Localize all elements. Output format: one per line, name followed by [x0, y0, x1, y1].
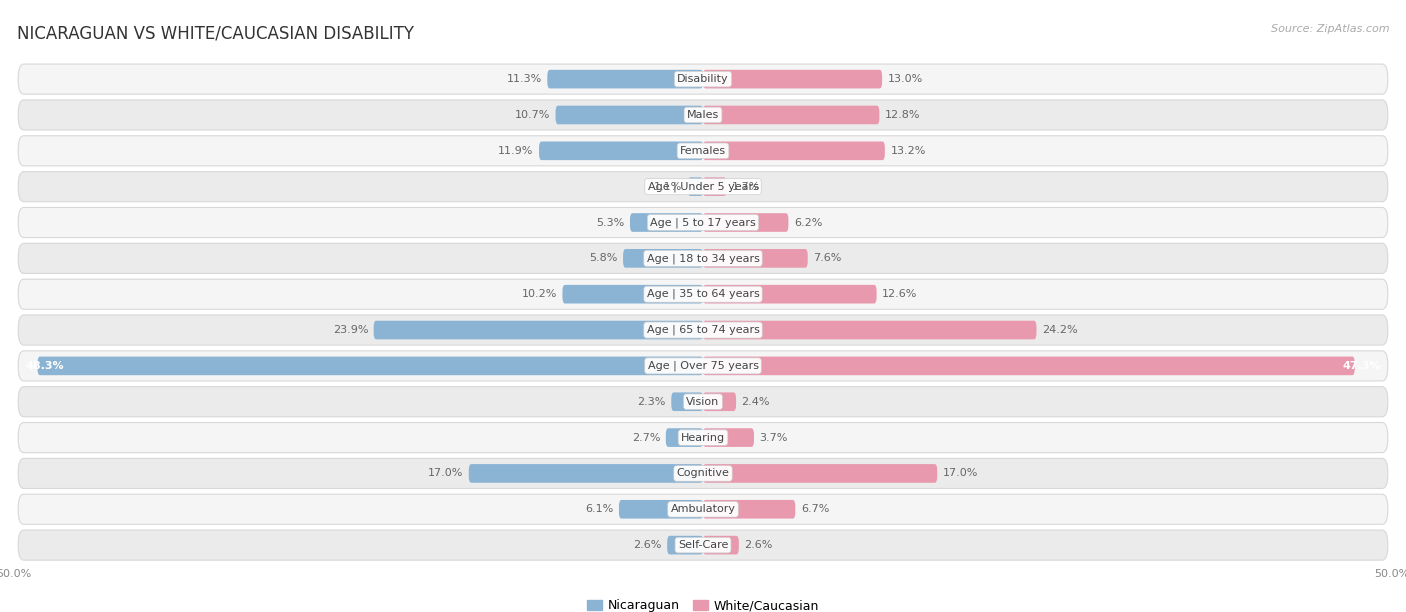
FancyBboxPatch shape [18, 351, 1388, 381]
FancyBboxPatch shape [18, 171, 1388, 202]
Text: 11.3%: 11.3% [506, 74, 541, 84]
Text: Ambulatory: Ambulatory [671, 504, 735, 514]
FancyBboxPatch shape [38, 357, 703, 375]
Text: 13.2%: 13.2% [890, 146, 925, 156]
Text: Disability: Disability [678, 74, 728, 84]
FancyBboxPatch shape [703, 536, 738, 554]
FancyBboxPatch shape [703, 464, 938, 483]
FancyBboxPatch shape [703, 428, 754, 447]
Text: 2.4%: 2.4% [741, 397, 770, 407]
FancyBboxPatch shape [538, 141, 703, 160]
Text: 13.0%: 13.0% [887, 74, 922, 84]
Text: Hearing: Hearing [681, 433, 725, 442]
FancyBboxPatch shape [703, 357, 1355, 375]
FancyBboxPatch shape [619, 500, 703, 518]
Text: 2.3%: 2.3% [637, 397, 666, 407]
FancyBboxPatch shape [688, 177, 703, 196]
FancyBboxPatch shape [18, 422, 1388, 453]
FancyBboxPatch shape [18, 315, 1388, 345]
Text: NICARAGUAN VS WHITE/CAUCASIAN DISABILITY: NICARAGUAN VS WHITE/CAUCASIAN DISABILITY [17, 24, 413, 42]
FancyBboxPatch shape [18, 494, 1388, 524]
FancyBboxPatch shape [703, 249, 807, 267]
FancyBboxPatch shape [668, 536, 703, 554]
Legend: Nicaraguan, White/Caucasian: Nicaraguan, White/Caucasian [582, 594, 824, 612]
Text: 24.2%: 24.2% [1042, 325, 1077, 335]
FancyBboxPatch shape [703, 500, 796, 518]
FancyBboxPatch shape [562, 285, 703, 304]
Text: 7.6%: 7.6% [813, 253, 842, 263]
Text: 6.1%: 6.1% [585, 504, 613, 514]
FancyBboxPatch shape [18, 387, 1388, 417]
Text: Self-Care: Self-Care [678, 540, 728, 550]
Text: 5.8%: 5.8% [589, 253, 617, 263]
FancyBboxPatch shape [18, 207, 1388, 237]
Text: 1.7%: 1.7% [733, 182, 761, 192]
Text: 12.6%: 12.6% [882, 289, 918, 299]
FancyBboxPatch shape [18, 279, 1388, 309]
FancyBboxPatch shape [703, 141, 884, 160]
FancyBboxPatch shape [18, 64, 1388, 94]
FancyBboxPatch shape [555, 106, 703, 124]
FancyBboxPatch shape [703, 321, 1036, 340]
Text: 2.7%: 2.7% [631, 433, 661, 442]
Text: Females: Females [681, 146, 725, 156]
FancyBboxPatch shape [671, 392, 703, 411]
Text: Age | Under 5 years: Age | Under 5 years [648, 181, 758, 192]
Text: 2.6%: 2.6% [633, 540, 662, 550]
FancyBboxPatch shape [703, 392, 737, 411]
FancyBboxPatch shape [18, 244, 1388, 274]
Text: 3.7%: 3.7% [759, 433, 787, 442]
FancyBboxPatch shape [18, 100, 1388, 130]
Text: 17.0%: 17.0% [427, 468, 463, 479]
Text: 5.3%: 5.3% [596, 217, 624, 228]
Text: 10.2%: 10.2% [522, 289, 557, 299]
Text: 10.7%: 10.7% [515, 110, 550, 120]
FancyBboxPatch shape [18, 458, 1388, 488]
Text: 47.3%: 47.3% [1343, 361, 1381, 371]
Text: Males: Males [688, 110, 718, 120]
FancyBboxPatch shape [703, 285, 876, 304]
Text: Source: ZipAtlas.com: Source: ZipAtlas.com [1271, 24, 1389, 34]
FancyBboxPatch shape [468, 464, 703, 483]
Text: Cognitive: Cognitive [676, 468, 730, 479]
Text: 2.6%: 2.6% [744, 540, 773, 550]
FancyBboxPatch shape [630, 213, 703, 232]
Text: 6.2%: 6.2% [794, 217, 823, 228]
Text: 48.3%: 48.3% [25, 361, 63, 371]
Text: Age | 18 to 34 years: Age | 18 to 34 years [647, 253, 759, 264]
Text: 6.7%: 6.7% [801, 504, 830, 514]
FancyBboxPatch shape [703, 213, 789, 232]
Text: Age | 65 to 74 years: Age | 65 to 74 years [647, 325, 759, 335]
Text: Age | 5 to 17 years: Age | 5 to 17 years [650, 217, 756, 228]
FancyBboxPatch shape [703, 177, 727, 196]
Text: 12.8%: 12.8% [884, 110, 921, 120]
FancyBboxPatch shape [547, 70, 703, 89]
Text: 11.9%: 11.9% [498, 146, 533, 156]
Text: Age | Over 75 years: Age | Over 75 years [648, 360, 758, 371]
Text: 1.1%: 1.1% [654, 182, 682, 192]
Text: 23.9%: 23.9% [333, 325, 368, 335]
Text: 17.0%: 17.0% [943, 468, 979, 479]
FancyBboxPatch shape [703, 70, 882, 89]
Text: Vision: Vision [686, 397, 720, 407]
FancyBboxPatch shape [703, 106, 879, 124]
FancyBboxPatch shape [666, 428, 703, 447]
FancyBboxPatch shape [374, 321, 703, 340]
Text: Age | 35 to 64 years: Age | 35 to 64 years [647, 289, 759, 299]
FancyBboxPatch shape [623, 249, 703, 267]
FancyBboxPatch shape [18, 530, 1388, 560]
FancyBboxPatch shape [18, 136, 1388, 166]
